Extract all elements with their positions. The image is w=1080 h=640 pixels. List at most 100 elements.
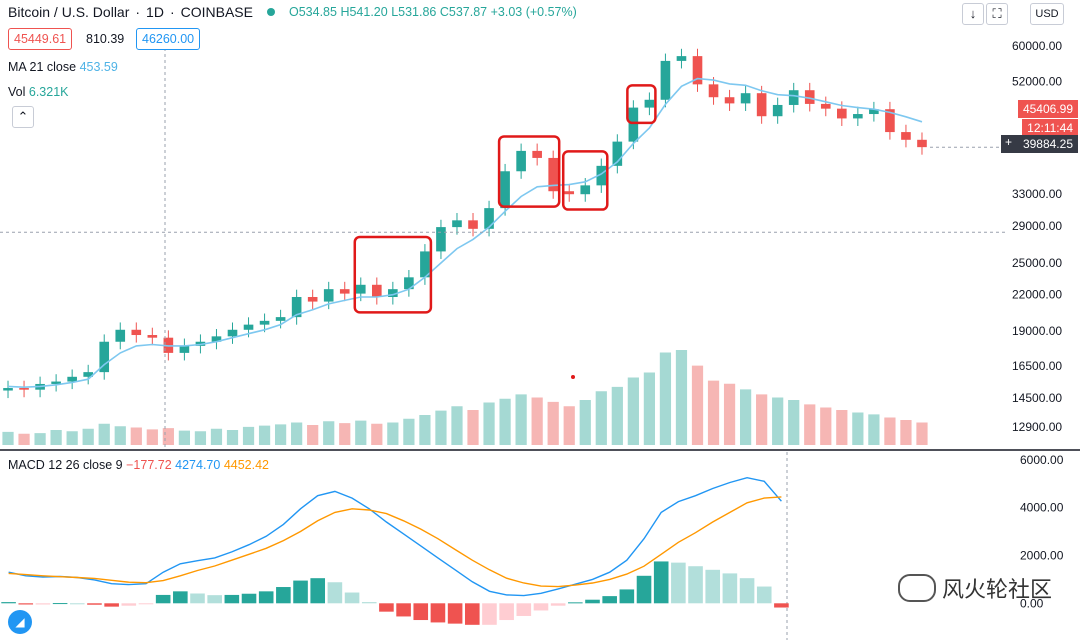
macd-histogram-bar (276, 587, 291, 604)
macd-histogram-bar (464, 603, 480, 625)
price-tick-label: 25000.00 (1012, 256, 1062, 270)
candle-body (243, 324, 254, 330)
volume-bar (339, 423, 351, 445)
macd-histogram-bar (35, 603, 51, 605)
crosshair-price-tag: + 39884.25 (1000, 135, 1078, 153)
candle-body (532, 150, 542, 158)
volume-bar (483, 402, 495, 445)
price-tick-label: 52000.00 (1012, 74, 1062, 88)
candle-body (644, 99, 655, 108)
price-tick-label: 19000.00 (1012, 324, 1062, 338)
macd-histogram (1, 561, 789, 625)
macd-histogram-bar (516, 603, 532, 616)
market-status-dot (266, 8, 275, 16)
collapse-legend-button[interactable]: ⌃ (12, 106, 34, 128)
volume-bar (323, 421, 335, 445)
candle-body (548, 157, 558, 192)
macd-legend[interactable]: MACD 12 26 close 9 −177.72 4274.70 4452.… (8, 458, 269, 472)
macd-tick-label: 6000.00 (1020, 453, 1064, 467)
close-value: C537.87 (439, 5, 488, 19)
candle-body (323, 289, 334, 302)
volume-bar (739, 389, 752, 445)
volume-bar (836, 410, 848, 445)
candle-body (660, 60, 671, 100)
price-tick-label: 22000.00 (1012, 288, 1062, 302)
fullscreen-button[interactable]: ⛶ (986, 3, 1008, 25)
signal-line (8, 496, 782, 588)
highlight-box (497, 135, 561, 208)
price-tick-label: 16500.00 (1012, 359, 1062, 373)
watermark: 风火轮社区 (897, 572, 1052, 604)
vol-indicator-legend[interactable]: Vol 6.321K (8, 85, 69, 99)
volume-bar (130, 427, 142, 445)
volume-bar (531, 397, 543, 445)
bid-box[interactable]: 45449.61 (8, 28, 73, 50)
candle-body (131, 329, 142, 336)
candle-body (388, 289, 398, 297)
ma-indicator-legend[interactable]: MA 21 close 453.59 (8, 60, 118, 74)
candle-body (147, 335, 158, 338)
candle-body (115, 329, 126, 342)
currency-button[interactable]: USD (1030, 3, 1064, 25)
tradingview-logo-icon[interactable]: ◢ (8, 610, 32, 634)
volume-bar (18, 433, 30, 445)
candle-body (291, 296, 302, 318)
macd-histogram-bar (258, 591, 274, 604)
symbol-name[interactable]: Bitcoin / U.S. Dollar (8, 4, 130, 20)
candle-body (51, 381, 61, 384)
interval[interactable]: 1D (146, 4, 164, 20)
candle-body (596, 165, 607, 186)
volume-bar (691, 365, 704, 445)
candle-body (484, 208, 494, 229)
volume-bar (723, 383, 736, 445)
volume-bar (210, 428, 223, 445)
spread-value: 810.39 (86, 32, 125, 46)
red-dot-marker (571, 375, 575, 379)
low-value: L531.86 (391, 5, 437, 19)
fullscreen-icon: ⛶ (992, 6, 1002, 21)
highlight-box (626, 84, 657, 125)
candle-body (869, 109, 879, 115)
macd-histogram-bar (585, 599, 600, 604)
volume-bar (451, 406, 463, 445)
symbol-header: Bitcoin / U.S. Dollar · 1D · COINBASE O5… (8, 4, 577, 20)
volume-bar (788, 400, 800, 445)
volume-bar (66, 431, 78, 445)
highlight-box (561, 150, 609, 211)
macd-histogram-bar (87, 603, 102, 605)
macd-histogram-bar (413, 603, 429, 621)
macd-histogram-bar (207, 595, 222, 604)
macd-hist-value: −177.72 (126, 458, 172, 472)
open-value: O534.85 (288, 5, 337, 19)
macd-tick-label: 4000.00 (1020, 501, 1064, 515)
volume-bar (274, 424, 287, 445)
macd-histogram-bar (482, 603, 497, 625)
volume-bar (756, 394, 768, 445)
ma-value: 453.59 (79, 60, 118, 74)
macd-histogram-bar (344, 592, 360, 604)
macd-histogram-bar (688, 566, 703, 604)
macd-histogram-bar (155, 594, 171, 604)
candle-body (19, 388, 29, 390)
volume-bar (515, 394, 527, 445)
candle-body (676, 56, 687, 61)
ask-box[interactable]: 46260.00 (136, 28, 201, 50)
candle-body (99, 341, 110, 373)
plus-icon[interactable]: + (1004, 135, 1012, 149)
macd-histogram-bar (361, 602, 377, 604)
ohlc-readout: O534.85 H541.20 L531.86 C537.87 +3.03 (+… (289, 5, 577, 19)
candle-body (612, 141, 623, 166)
volume-bar (707, 380, 720, 445)
scroll-down-button[interactable]: ↓ (962, 3, 984, 25)
macd-histogram-bar (241, 593, 257, 604)
candle-body (355, 284, 366, 294)
volume-bar (772, 397, 784, 445)
macd-histogram-bar (121, 603, 137, 606)
price-tick-label: 14500.00 (1012, 391, 1062, 405)
volume-bar (435, 410, 447, 445)
macd-histogram-bar (602, 596, 617, 604)
macd-histogram-bar (396, 603, 411, 617)
volume-bar (643, 372, 656, 445)
volume-bar (2, 431, 14, 445)
